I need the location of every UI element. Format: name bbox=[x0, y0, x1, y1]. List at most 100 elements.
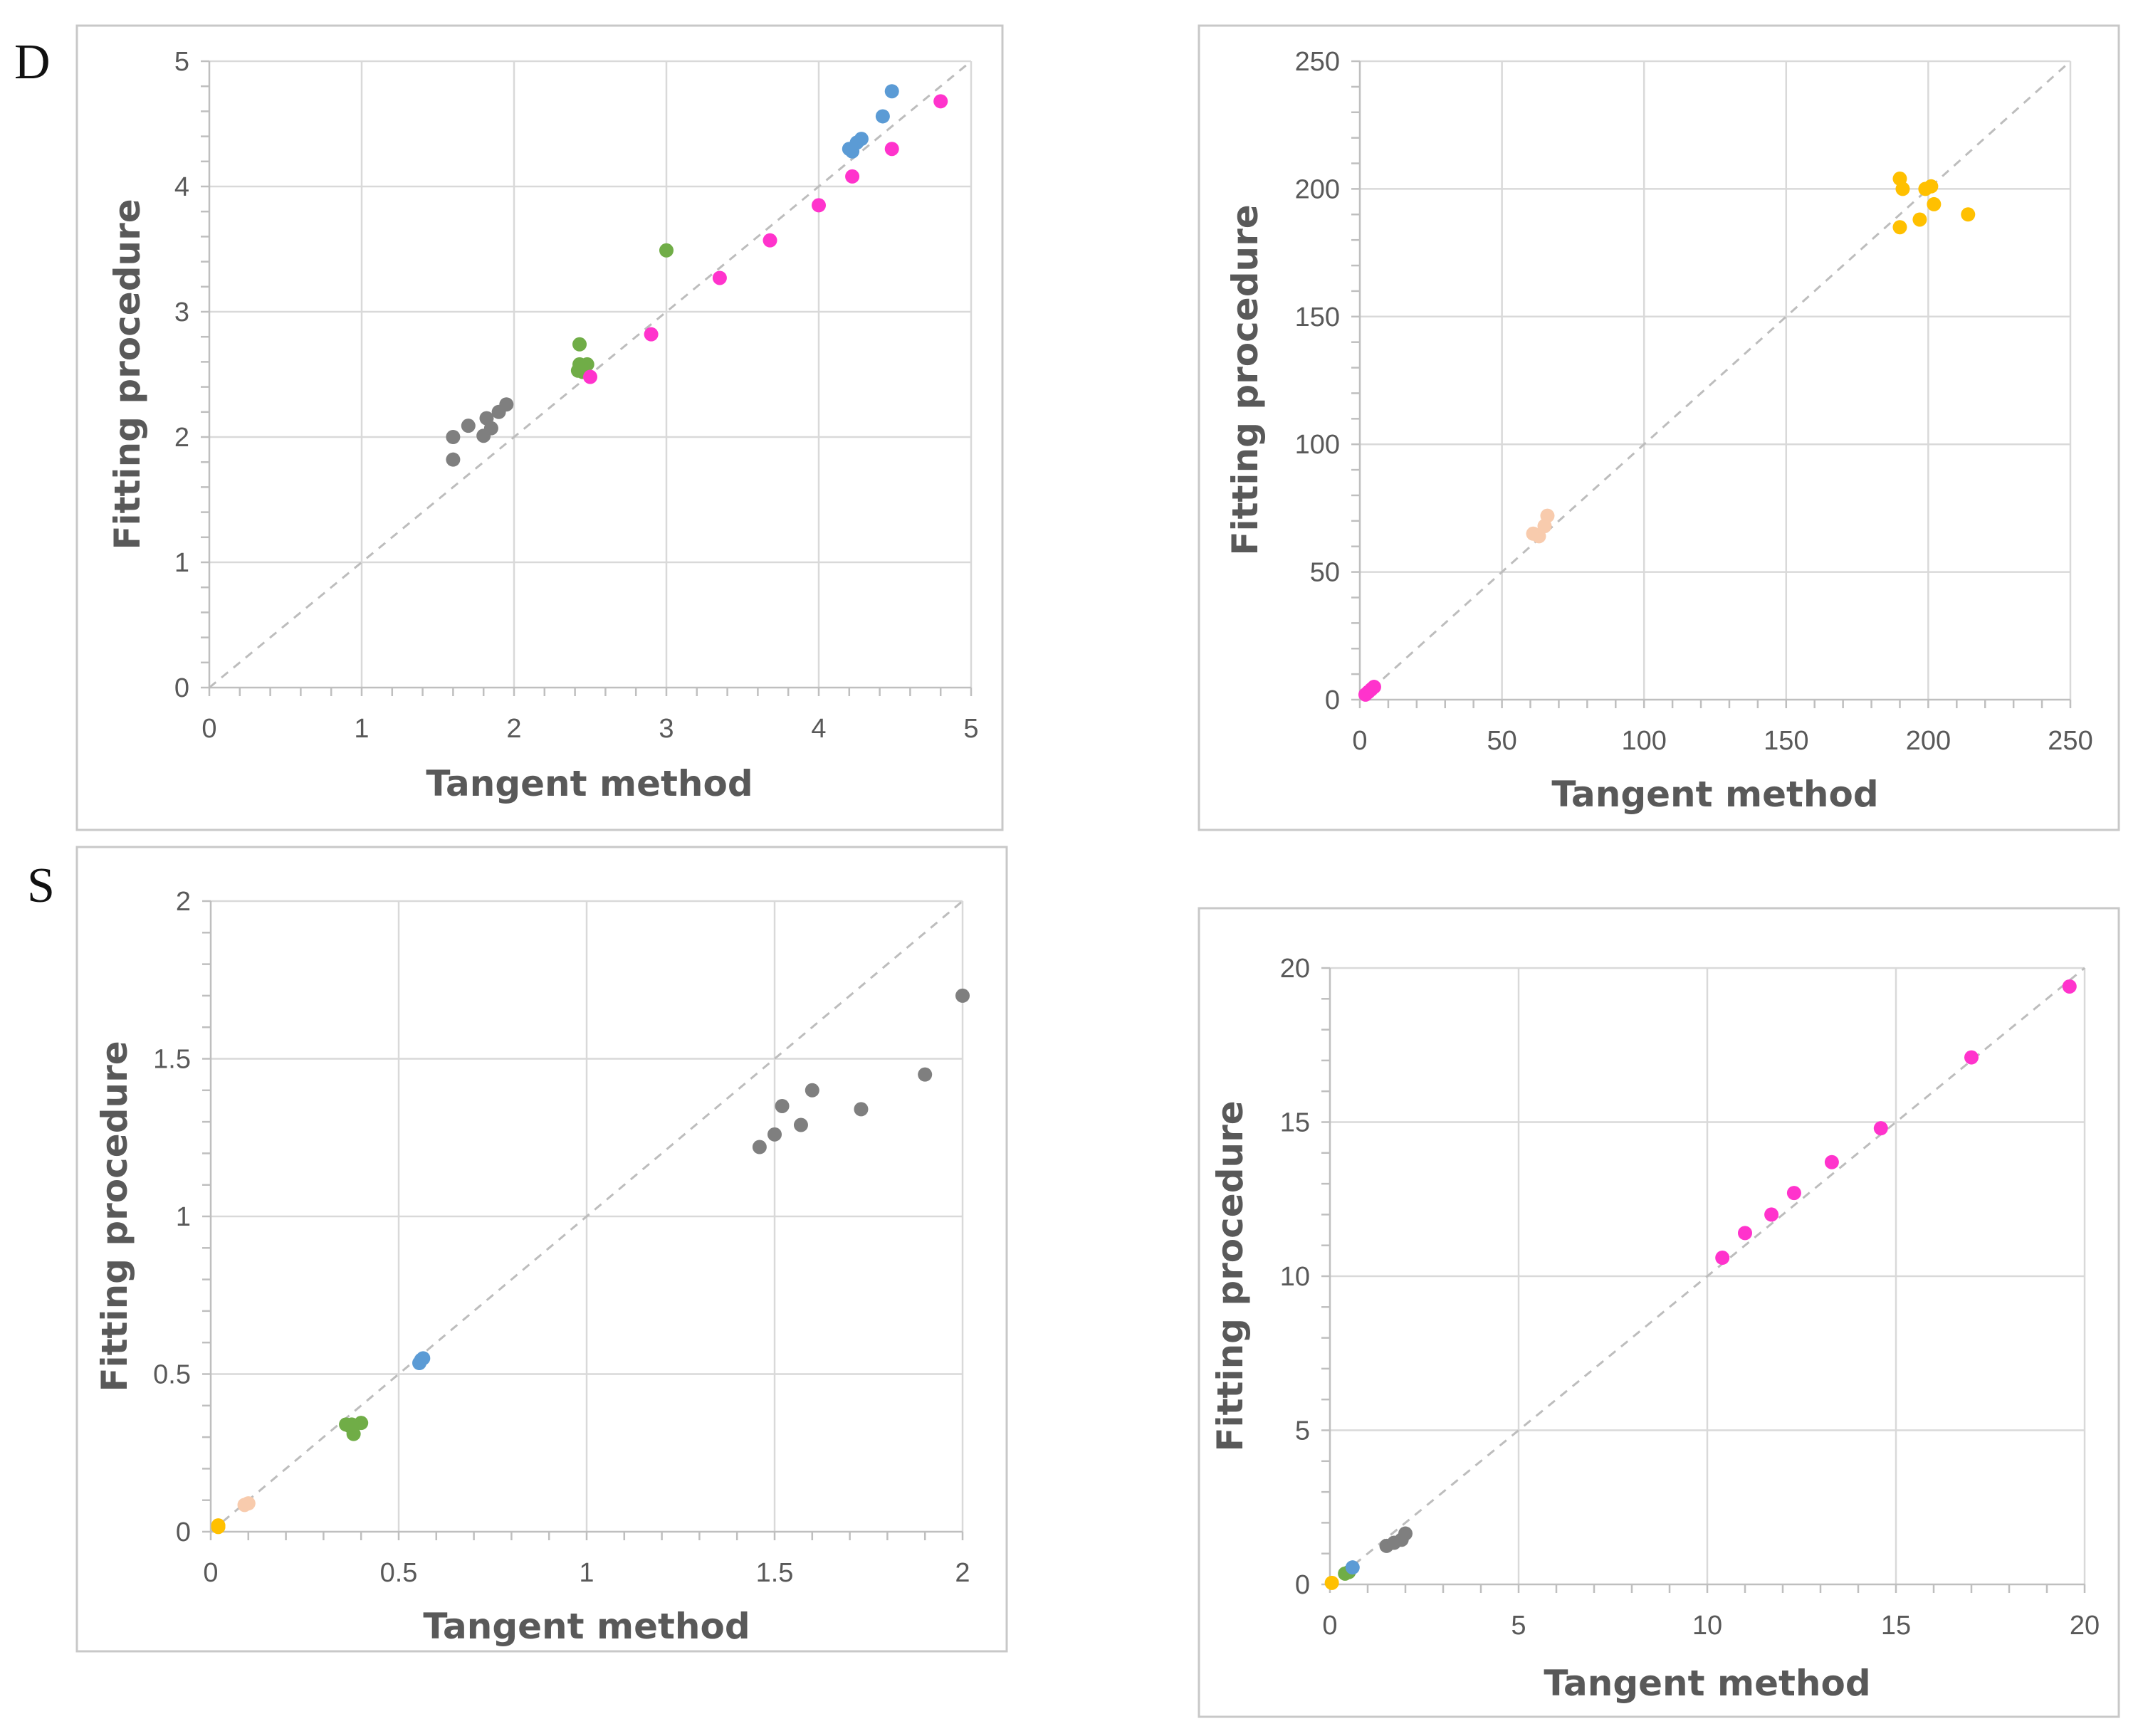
y-tick-label: 1 bbox=[176, 1202, 191, 1232]
data-point bbox=[752, 1140, 767, 1154]
data-point bbox=[805, 1083, 819, 1098]
data-point bbox=[1366, 680, 1381, 695]
identity-line bbox=[210, 900, 963, 1533]
data-point bbox=[1824, 1154, 1839, 1169]
x-tick-label: 50 bbox=[1487, 726, 1516, 756]
y-tick-label: 1 bbox=[174, 548, 189, 578]
y-axis-title: Fitting procedure bbox=[1225, 204, 1266, 555]
scatter-chart-3: 0 0.5 1 1.5 2 0 0.5 1 1.5 2 Tangent method Fitting … bbox=[75, 846, 1008, 1653]
data-point bbox=[712, 270, 727, 285]
data-point bbox=[775, 1098, 790, 1113]
y-tick-label: 0.5 bbox=[153, 1360, 191, 1390]
y-axis-title: Fitting procedure bbox=[1210, 1100, 1251, 1451]
series-blue bbox=[1345, 1560, 1360, 1575]
x-tick-label: 1 bbox=[579, 1558, 594, 1588]
data-point bbox=[1912, 212, 1927, 227]
data-point bbox=[211, 1518, 226, 1533]
x-tick-label: 2 bbox=[955, 1558, 970, 1588]
data-point bbox=[763, 233, 777, 248]
series-gray bbox=[1379, 1526, 1413, 1553]
data-point bbox=[416, 1351, 431, 1366]
y-axis-title: Fitting procedure bbox=[94, 1041, 135, 1392]
y-tick-label: 15 bbox=[1280, 1108, 1310, 1138]
scatter-chart-2: 0 50 100 150 200 250 0 50 100 150 200 250 Tangent me… bbox=[1198, 24, 2120, 831]
x-tick-label: 0 bbox=[1322, 1611, 1337, 1641]
x-tick-label: 4 bbox=[811, 714, 826, 744]
chart-frame bbox=[75, 24, 1004, 831]
data-point bbox=[1345, 1560, 1360, 1575]
series-peach bbox=[237, 1496, 256, 1513]
y-tick-label: 20 bbox=[1280, 954, 1310, 984]
x-tick-label: 0 bbox=[1352, 726, 1367, 756]
data-point bbox=[1786, 1186, 1801, 1201]
y-tick-label: 100 bbox=[1295, 430, 1340, 460]
data-point bbox=[1927, 196, 1942, 211]
x-tick-label: 1 bbox=[354, 714, 369, 744]
y-tick-label: 2 bbox=[176, 887, 191, 917]
x-axis-title: Tangent method bbox=[1544, 1663, 1870, 1704]
y-tick-label: 50 bbox=[1310, 558, 1340, 588]
data-point bbox=[1895, 182, 1910, 196]
y-tick-label: 5 bbox=[174, 47, 189, 77]
x-tick-label: 10 bbox=[1692, 1611, 1722, 1641]
data-point bbox=[1892, 220, 1907, 235]
x-tick-label: 0.5 bbox=[380, 1558, 418, 1588]
x-tick-label: 0 bbox=[201, 714, 216, 744]
data-point bbox=[854, 132, 869, 147]
x-tick-label: 5 bbox=[963, 714, 978, 744]
series-peach bbox=[1526, 508, 1555, 544]
data-point bbox=[955, 988, 970, 1003]
data-point bbox=[241, 1496, 256, 1511]
scatter-chart-1: 0 1 2 3 4 5 0 1 2 3 4 5 Tangent method Fitting proced… bbox=[75, 24, 1004, 831]
y-tick-label: 4 bbox=[174, 172, 189, 202]
data-point bbox=[1540, 508, 1555, 523]
series-magenta bbox=[583, 94, 948, 384]
x-tick-label: 2 bbox=[506, 714, 521, 744]
data-point bbox=[1324, 1575, 1339, 1590]
series-gray bbox=[446, 397, 514, 467]
x-axis-title: Tangent method bbox=[423, 1606, 750, 1647]
data-point bbox=[884, 142, 899, 157]
y-tick-label: 5 bbox=[1295, 1416, 1310, 1446]
panel-label-d: D bbox=[14, 35, 51, 90]
chart-frame bbox=[1198, 907, 2120, 1718]
chart-frame bbox=[75, 846, 1008, 1653]
data-point bbox=[1715, 1251, 1730, 1266]
data-point bbox=[1873, 1121, 1888, 1136]
series-orange bbox=[1324, 1575, 1339, 1590]
series-blue bbox=[412, 1351, 431, 1370]
data-point bbox=[854, 1102, 869, 1117]
series-orange bbox=[1892, 172, 1976, 235]
y-tick-label: 0 bbox=[1325, 685, 1340, 715]
series-blue bbox=[842, 84, 899, 159]
x-tick-label: 0 bbox=[203, 1558, 218, 1588]
y-axis-title: Fitting procedure bbox=[107, 199, 148, 549]
data-point bbox=[1738, 1226, 1752, 1241]
data-point bbox=[446, 452, 461, 467]
data-point bbox=[583, 369, 597, 384]
series-green bbox=[339, 1416, 369, 1441]
x-tick-label: 1.5 bbox=[756, 1558, 794, 1588]
data-point bbox=[644, 327, 659, 342]
x-axis-title: Tangent method bbox=[1551, 774, 1878, 815]
data-point bbox=[767, 1127, 782, 1142]
y-tick-label: 0 bbox=[174, 673, 189, 703]
data-point bbox=[499, 397, 514, 412]
data-point bbox=[812, 198, 826, 213]
series-green bbox=[570, 243, 674, 379]
data-point bbox=[933, 94, 948, 109]
data-point bbox=[461, 419, 476, 433]
y-tick-label: 200 bbox=[1295, 174, 1340, 204]
x-tick-label: 15 bbox=[1881, 1611, 1911, 1641]
data-point bbox=[1398, 1526, 1413, 1541]
data-point bbox=[1764, 1207, 1779, 1222]
identity-line bbox=[1329, 967, 2085, 1586]
data-point bbox=[884, 84, 899, 99]
y-tick-label: 0 bbox=[176, 1517, 191, 1547]
series-gray bbox=[752, 988, 970, 1154]
data-point bbox=[845, 169, 860, 184]
data-point bbox=[875, 109, 890, 124]
y-tick-label: 0 bbox=[1295, 1570, 1310, 1600]
x-tick-label: 250 bbox=[2048, 726, 2092, 756]
